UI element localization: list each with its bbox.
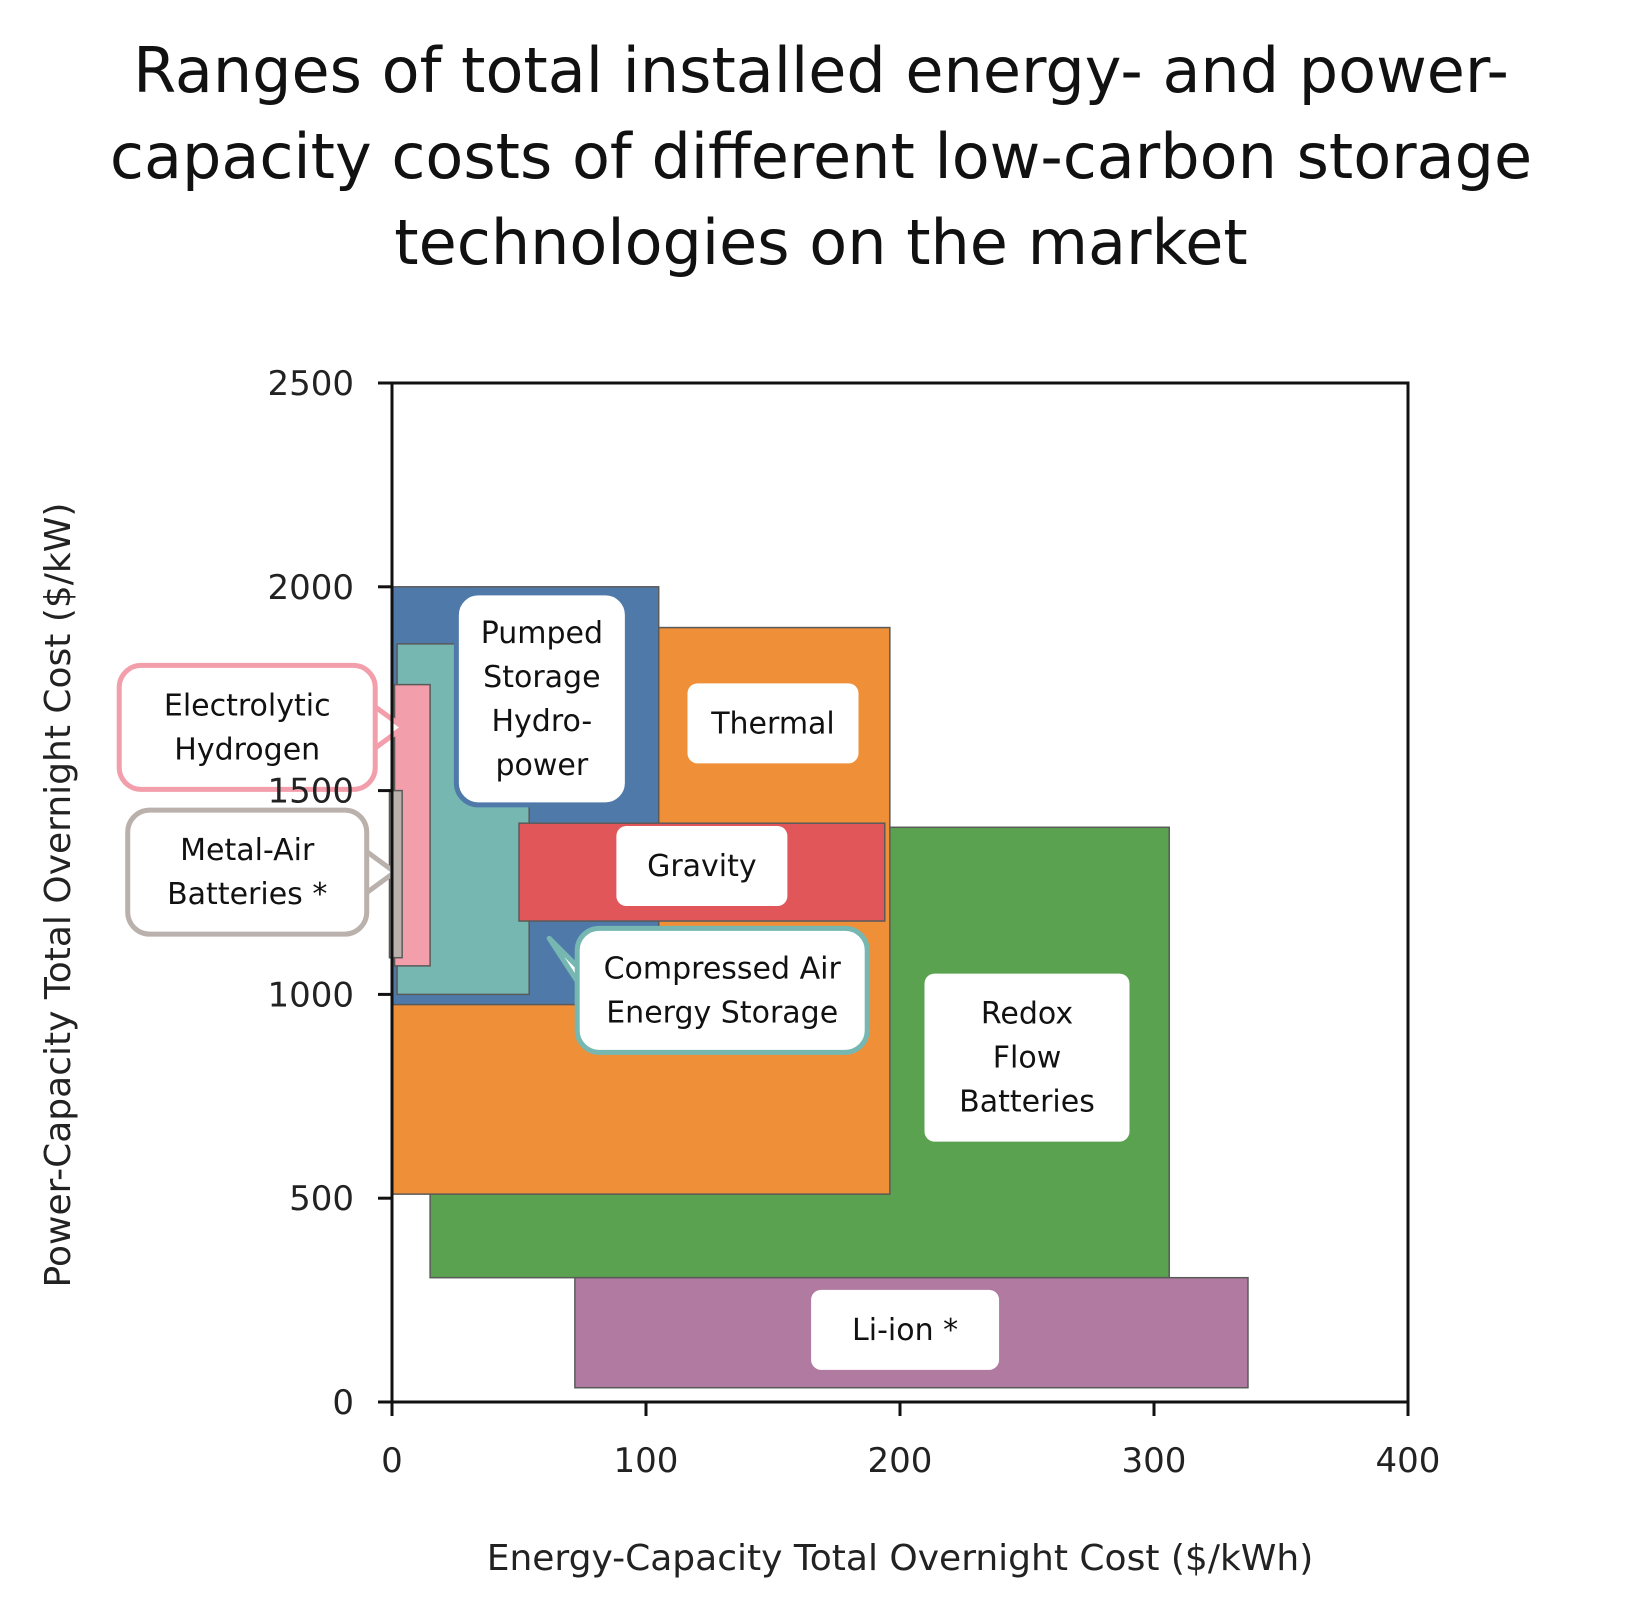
label-redox-flow-batteries: Redox Flow Batteries [924, 973, 1130, 1142]
title-line: capacity costs of different low-carbon s… [109, 120, 1533, 193]
label-text: Thermal [710, 706, 835, 741]
label-text: Metal-Air [180, 833, 315, 868]
label-text: Hydrogen [174, 732, 320, 767]
label-gravity: Gravity [616, 826, 788, 907]
x-tick-label: 200 [868, 1441, 933, 1481]
label-electrolytic-hydrogen: Electrolytic Hydrogen [116, 662, 406, 792]
callout-layer: Redox Flow Batteries Thermal Pumped Storage Hy… [116, 590, 1130, 1370]
x-tick-label: 100 [614, 1441, 679, 1481]
label-thermal: Thermal [687, 683, 859, 764]
label-text: Redox [981, 997, 1073, 1032]
y-tick-label: 2500 [267, 364, 354, 404]
y-tick-label: 0 [332, 1383, 354, 1423]
x-tick-label: 300 [1122, 1441, 1187, 1481]
chart-title: Ranges of total installed energy- and po… [0, 28, 1642, 286]
title-line: Ranges of total installed energy- and po… [133, 34, 1509, 107]
label-text: Storage [483, 660, 600, 695]
label-compressed-air-energy-storage: Compressed Air Energy Storage [546, 925, 870, 1055]
label-pumped-storage-hydropower: Pumped Storage Hydro-power [453, 590, 630, 808]
label-text: Electrolytic [164, 688, 331, 723]
callout-box [574, 925, 870, 1055]
x-tick-label: 400 [1376, 1441, 1441, 1481]
callout-box [116, 662, 378, 792]
label-li-ion: Li-ion * [811, 1289, 1000, 1370]
label-text: Flow [993, 1041, 1061, 1076]
label-box [687, 683, 859, 764]
label-box [811, 1289, 1000, 1370]
x-tick-label: 0 [381, 1441, 403, 1481]
label-text: Batteries [959, 1085, 1095, 1120]
title-line: technologies on the market [394, 206, 1248, 279]
callout-box [125, 807, 370, 937]
callout-box [453, 590, 630, 808]
label-box [616, 826, 788, 907]
y-tick-label: 2000 [267, 568, 354, 608]
y-axis-label: Power-Capacity Total Overnight Cost ($/k… [38, 503, 79, 1288]
label-text: Energy Storage [606, 995, 838, 1030]
label-text: Li-ion * [852, 1313, 958, 1348]
label-text: Gravity [647, 849, 757, 884]
y-tick-label: 1000 [267, 975, 354, 1015]
label-box [924, 973, 1130, 1142]
label-text: Batteries * [167, 877, 327, 912]
label-text: Hydro- [491, 704, 592, 739]
label-metal-air-batteries: Metal-Air Batteries * [125, 807, 398, 937]
axes: 0 100 200 300 400 0 500 1000 1500 2000 2500 [267, 364, 1440, 1481]
label-text: Pumped [481, 616, 603, 651]
y-tick-label: 1500 [267, 772, 354, 812]
y-tick-label: 500 [289, 1179, 354, 1219]
label-text: Compressed Air [604, 951, 842, 986]
x-axis-label: Energy-Capacity Total Overnight Cost ($/… [487, 1538, 1314, 1579]
label-text: power [495, 748, 588, 783]
